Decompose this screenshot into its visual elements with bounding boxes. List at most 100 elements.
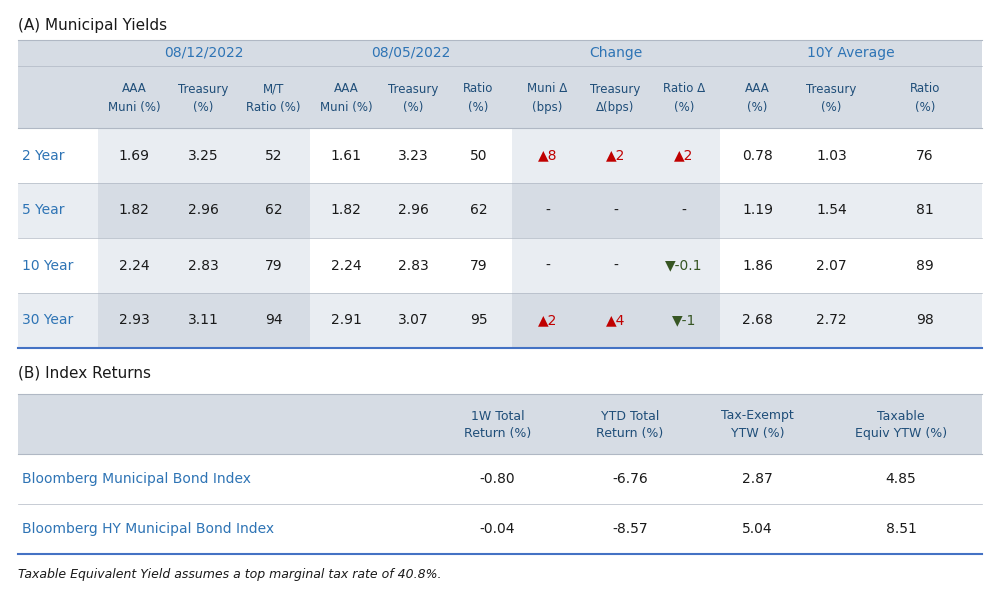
Text: -6.76: -6.76 bbox=[612, 472, 648, 486]
Text: Taxable: Taxable bbox=[877, 410, 925, 423]
Text: Treasury: Treasury bbox=[590, 83, 641, 96]
Text: 50: 50 bbox=[470, 148, 487, 163]
Text: ▲2: ▲2 bbox=[538, 313, 557, 328]
Text: (%): (%) bbox=[674, 100, 694, 114]
Bar bbox=[512, 293, 720, 348]
Bar bbox=[98, 293, 310, 348]
Text: 5.04: 5.04 bbox=[742, 522, 773, 536]
Text: 2.07: 2.07 bbox=[816, 258, 847, 273]
Bar bbox=[98, 128, 310, 183]
Text: -: - bbox=[613, 203, 618, 218]
Text: Bloomberg HY Municipal Bond Index: Bloomberg HY Municipal Bond Index bbox=[22, 522, 274, 536]
Text: AAA: AAA bbox=[745, 83, 770, 96]
Text: Δ(bps): Δ(bps) bbox=[596, 100, 635, 114]
Text: 5 Year: 5 Year bbox=[22, 203, 64, 218]
Text: YTW (%): YTW (%) bbox=[731, 428, 784, 441]
Text: Ratio: Ratio bbox=[910, 83, 940, 96]
Text: Treasury: Treasury bbox=[806, 83, 857, 96]
Text: 2.87: 2.87 bbox=[742, 472, 773, 486]
Text: 3.23: 3.23 bbox=[398, 148, 429, 163]
Text: 95: 95 bbox=[470, 313, 487, 328]
Text: 08/05/2022: 08/05/2022 bbox=[371, 46, 451, 60]
Text: 79: 79 bbox=[470, 258, 487, 273]
Text: AAA: AAA bbox=[122, 83, 146, 96]
Text: (%): (%) bbox=[821, 100, 842, 114]
Text: 2.93: 2.93 bbox=[119, 313, 149, 328]
Text: M/T: M/T bbox=[263, 83, 284, 96]
Text: Change: Change bbox=[589, 46, 643, 60]
Bar bbox=[98, 238, 310, 293]
Text: Ratio: Ratio bbox=[463, 83, 494, 96]
Text: (bps): (bps) bbox=[532, 100, 563, 114]
Text: 2.91: 2.91 bbox=[331, 313, 361, 328]
Text: ▲8: ▲8 bbox=[538, 148, 557, 163]
Text: ▲2: ▲2 bbox=[606, 148, 625, 163]
Text: Muni (%): Muni (%) bbox=[320, 100, 372, 114]
Text: 89: 89 bbox=[916, 258, 934, 273]
Text: -: - bbox=[545, 258, 550, 273]
Text: 10Y Average: 10Y Average bbox=[807, 46, 895, 60]
Text: 4.85: 4.85 bbox=[886, 472, 916, 486]
Text: (%): (%) bbox=[915, 100, 935, 114]
Text: 0.78: 0.78 bbox=[742, 148, 773, 163]
Text: (%): (%) bbox=[468, 100, 489, 114]
Text: 52: 52 bbox=[265, 148, 282, 163]
Text: 81: 81 bbox=[916, 203, 934, 218]
Text: 94: 94 bbox=[265, 313, 282, 328]
Text: 79: 79 bbox=[265, 258, 282, 273]
Text: 30 Year: 30 Year bbox=[22, 313, 73, 328]
Bar bbox=[18, 183, 982, 238]
Text: 62: 62 bbox=[470, 203, 487, 218]
Text: YTD Total: YTD Total bbox=[601, 410, 659, 423]
Text: 2.24: 2.24 bbox=[331, 258, 361, 273]
Text: 2 Year: 2 Year bbox=[22, 148, 64, 163]
Text: ▼-1: ▼-1 bbox=[672, 313, 696, 328]
Text: 3.11: 3.11 bbox=[188, 313, 219, 328]
Text: Muni Δ: Muni Δ bbox=[527, 83, 568, 96]
Text: Treasury: Treasury bbox=[178, 83, 229, 96]
Text: 76: 76 bbox=[916, 148, 934, 163]
Text: Bloomberg Municipal Bond Index: Bloomberg Municipal Bond Index bbox=[22, 472, 251, 486]
Text: 1W Total: 1W Total bbox=[471, 410, 524, 423]
Text: 10 Year: 10 Year bbox=[22, 258, 73, 273]
Text: 3.07: 3.07 bbox=[398, 313, 429, 328]
Text: AAA: AAA bbox=[334, 83, 358, 96]
Text: 62: 62 bbox=[265, 203, 282, 218]
Text: 1.61: 1.61 bbox=[330, 148, 362, 163]
Bar bbox=[512, 183, 720, 238]
Bar bbox=[18, 394, 982, 454]
Bar bbox=[18, 128, 982, 183]
Text: -8.57: -8.57 bbox=[612, 522, 648, 536]
Text: (A) Municipal Yields: (A) Municipal Yields bbox=[18, 18, 167, 33]
Text: 1.86: 1.86 bbox=[742, 258, 773, 273]
Text: ▼-0.1: ▼-0.1 bbox=[665, 258, 703, 273]
Text: 1.54: 1.54 bbox=[816, 203, 847, 218]
Text: 1.03: 1.03 bbox=[816, 148, 847, 163]
Bar bbox=[18, 454, 982, 504]
Text: 1.69: 1.69 bbox=[119, 148, 150, 163]
Text: -: - bbox=[545, 203, 550, 218]
Text: 2.96: 2.96 bbox=[398, 203, 429, 218]
Bar bbox=[18, 293, 982, 348]
Text: -0.04: -0.04 bbox=[480, 522, 515, 536]
Text: 1.19: 1.19 bbox=[742, 203, 773, 218]
Text: Muni (%): Muni (%) bbox=[108, 100, 160, 114]
Text: 2.96: 2.96 bbox=[188, 203, 219, 218]
Text: Return (%): Return (%) bbox=[596, 428, 664, 441]
Bar bbox=[18, 504, 982, 554]
Text: 2.24: 2.24 bbox=[119, 258, 149, 273]
Text: 3.25: 3.25 bbox=[188, 148, 219, 163]
Text: 1.82: 1.82 bbox=[119, 203, 149, 218]
Bar bbox=[512, 238, 720, 293]
Text: ▲2: ▲2 bbox=[674, 148, 694, 163]
Text: 2.68: 2.68 bbox=[742, 313, 773, 328]
Bar bbox=[18, 40, 982, 66]
Text: ▲4: ▲4 bbox=[606, 313, 625, 328]
Text: Tax-Exempt: Tax-Exempt bbox=[721, 410, 794, 423]
Text: 2.83: 2.83 bbox=[188, 258, 219, 273]
Bar bbox=[18, 66, 982, 128]
Text: Equiv YTW (%): Equiv YTW (%) bbox=[855, 428, 947, 441]
Text: (%): (%) bbox=[193, 100, 214, 114]
Text: Return (%): Return (%) bbox=[464, 428, 531, 441]
Text: Ratio (%): Ratio (%) bbox=[246, 100, 301, 114]
